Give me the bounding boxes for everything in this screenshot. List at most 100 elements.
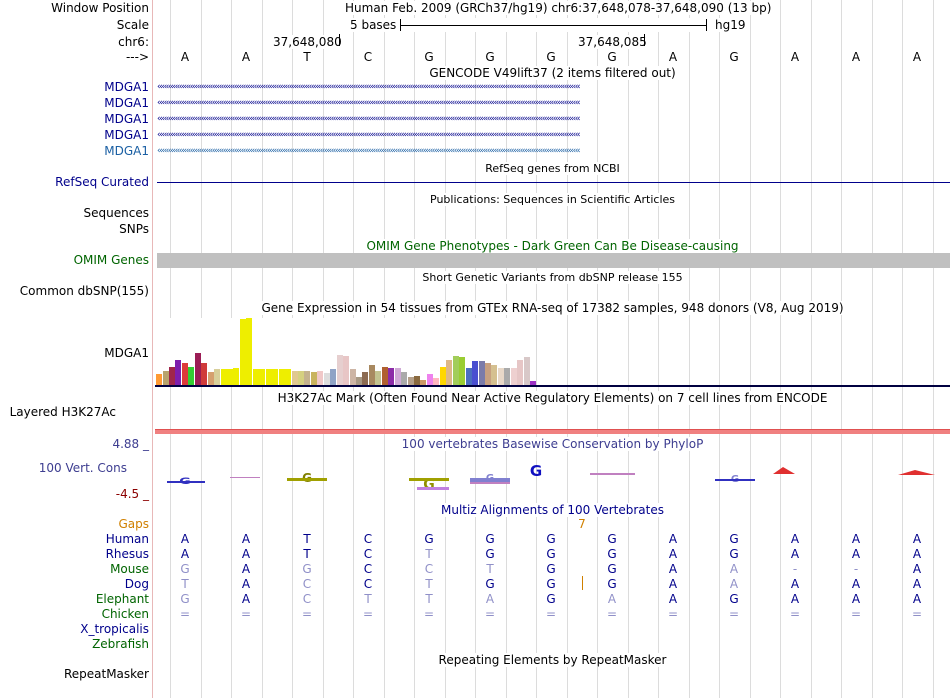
- gtex-track-label[interactable]: MDGA1: [104, 346, 149, 360]
- gtex-bar[interactable]: [368, 365, 375, 385]
- aln-base: A: [607, 592, 617, 606]
- gtex-bar[interactable]: [446, 360, 453, 385]
- gtex-bar[interactable]: [239, 319, 246, 385]
- gridline: [567, 0, 568, 698]
- gtex-bar[interactable]: [459, 357, 466, 385]
- omim-gene-bar[interactable]: [157, 253, 950, 268]
- gtex-bar[interactable]: [330, 369, 337, 385]
- gtex-bar[interactable]: [310, 372, 317, 385]
- gencode-transcript-1[interactable]: ‹‹‹‹‹‹‹‹‹‹‹‹‹‹‹‹‹‹‹‹‹‹‹‹‹‹‹‹‹‹‹‹‹‹‹‹‹‹‹‹…: [157, 84, 581, 90]
- gtex-bar[interactable]: [336, 355, 343, 385]
- gtex-bar[interactable]: [491, 365, 498, 385]
- scale-text: 5 bases: [350, 18, 397, 32]
- gtex-bar[interactable]: [465, 368, 472, 385]
- gtex-bar[interactable]: [272, 369, 279, 385]
- dbsnp-track-label[interactable]: Common dbSNP(155): [19, 284, 149, 298]
- gtex-bar[interactable]: [252, 369, 259, 385]
- gtex-bar[interactable]: [188, 367, 195, 385]
- gtex-bar[interactable]: [194, 353, 201, 385]
- gencode-transcript-2[interactable]: ‹‹‹‹‹‹‹‹‹‹‹‹‹‹‹‹‹‹‹‹‹‹‹‹‹‹‹‹‹‹‹‹‹‹‹‹‹‹‹‹…: [157, 100, 581, 106]
- gtex-bar[interactable]: [478, 361, 485, 385]
- snps-track-label[interactable]: SNPs: [119, 222, 149, 236]
- gtex-bar[interactable]: [523, 357, 530, 385]
- gtex-track-title: Gene Expression in 54 tissues from GTEx …: [155, 301, 950, 315]
- gtex-bar[interactable]: [381, 367, 388, 385]
- gtex-bar[interactable]: [504, 368, 511, 385]
- gtex-bar[interactable]: [426, 374, 433, 385]
- aln-base: =: [667, 607, 679, 621]
- gtex-bar[interactable]: [201, 363, 208, 385]
- gtex-bar[interactable]: [156, 374, 162, 385]
- gtex-bar[interactable]: [323, 373, 330, 385]
- gtex-bar[interactable]: [401, 372, 408, 385]
- window-position-label: Window Position: [51, 1, 149, 15]
- repeatmasker-track-label[interactable]: RepeatMasker: [63, 667, 149, 681]
- gtex-bar[interactable]: [356, 377, 362, 385]
- refseq-gene-line[interactable]: [157, 182, 950, 183]
- gtex-bar[interactable]: [168, 367, 175, 385]
- omim-track-label[interactable]: OMIM Genes: [73, 253, 149, 267]
- gtex-bar[interactable]: [343, 356, 350, 385]
- gtex-bar[interactable]: [304, 371, 311, 385]
- aln-base: G: [607, 577, 617, 591]
- species-label-zebrafish: Zebrafish: [92, 637, 149, 651]
- gtex-bar[interactable]: [297, 371, 304, 385]
- gtex-bar[interactable]: [375, 371, 382, 385]
- gtex-bar[interactable]: [175, 360, 182, 385]
- gtex-bar[interactable]: [227, 369, 233, 385]
- gap-marker: [582, 576, 583, 590]
- gtex-bar[interactable]: [362, 372, 369, 385]
- gencode-transcript-4[interactable]: ‹‹‹‹‹‹‹‹‹‹‹‹‹‹‹‹‹‹‹‹‹‹‹‹‹‹‹‹‹‹‹‹‹‹‹‹‹‹‹‹…: [157, 132, 581, 138]
- gtex-bar[interactable]: [220, 369, 227, 385]
- gencode-track-label[interactable]: MDGA1: [104, 112, 149, 126]
- gtex-bar[interactable]: [349, 369, 356, 385]
- sequences-track-label[interactable]: Sequences: [83, 206, 149, 220]
- gencode-track-label[interactable]: MDGA1: [104, 96, 149, 110]
- gtex-bar[interactable]: [233, 368, 240, 385]
- gencode-track-label[interactable]: MDGA1: [104, 144, 149, 158]
- gtex-bar[interactable]: [214, 369, 221, 385]
- gencode-transcript-3[interactable]: ‹‹‹‹‹‹‹‹‹‹‹‹‹‹‹‹‹‹‹‹‹‹‹‹‹‹‹‹‹‹‹‹‹‹‹‹‹‹‹‹…: [157, 116, 581, 122]
- aln-base: A: [912, 592, 922, 606]
- gtex-bar[interactable]: [278, 369, 285, 385]
- phylop-track-label[interactable]: 100 Vert. Cons: [38, 461, 127, 475]
- gtex-bar[interactable]: [433, 378, 440, 385]
- phylop-logo[interactable]: G G G G G G: [155, 458, 950, 494]
- gtex-bar[interactable]: [452, 356, 459, 385]
- refseq-track-label[interactable]: RefSeq Curated: [55, 175, 149, 189]
- gtex-bar[interactable]: [285, 369, 291, 385]
- h3k27ac-signal[interactable]: [155, 429, 950, 434]
- track-image[interactable]: Human Feb. 2009 (GRCh37/hg19) chr6:37,64…: [155, 0, 950, 698]
- gtex-bar[interactable]: [394, 368, 401, 385]
- gtex-chart[interactable]: [155, 318, 537, 385]
- aln-base: A: [851, 547, 861, 561]
- gtex-bar[interactable]: [439, 367, 446, 385]
- gtex-bar[interactable]: [265, 369, 272, 385]
- h3k27ac-track-label[interactable]: Layered H3K27Ac: [9, 405, 116, 419]
- aln-base: A: [790, 592, 800, 606]
- gencode-track-label[interactable]: MDGA1: [104, 128, 149, 142]
- gtex-bar[interactable]: [181, 363, 188, 385]
- gtex-bar[interactable]: [484, 363, 491, 385]
- gtex-bar[interactable]: [291, 371, 298, 385]
- phylop-min-label: -4.5 _: [115, 487, 149, 501]
- gencode-track-label[interactable]: MDGA1: [104, 80, 149, 94]
- gtex-bar[interactable]: [472, 361, 479, 385]
- gtex-bar[interactable]: [246, 318, 253, 385]
- gtex-bar[interactable]: [162, 371, 169, 385]
- gtex-bar[interactable]: [414, 376, 420, 385]
- gtex-bar[interactable]: [497, 368, 504, 385]
- gtex-bar[interactable]: [388, 368, 395, 385]
- gtex-bar[interactable]: [510, 368, 517, 385]
- gridline: [536, 0, 537, 698]
- gtex-bar[interactable]: [207, 372, 214, 385]
- gtex-bar[interactable]: [407, 377, 414, 385]
- gtex-bar[interactable]: [317, 371, 324, 385]
- gencode-transcript-5[interactable]: ‹‹‹‹‹‹‹‹‹‹‹‹‹‹‹‹‹‹‹‹‹‹‹‹‹‹‹‹‹‹‹‹‹‹‹‹‹‹‹‹…: [157, 148, 581, 154]
- gtex-bar[interactable]: [517, 360, 524, 385]
- gtex-bar[interactable]: [420, 380, 427, 385]
- gtex-bar[interactable]: [530, 381, 537, 385]
- gtex-bar[interactable]: [259, 369, 266, 385]
